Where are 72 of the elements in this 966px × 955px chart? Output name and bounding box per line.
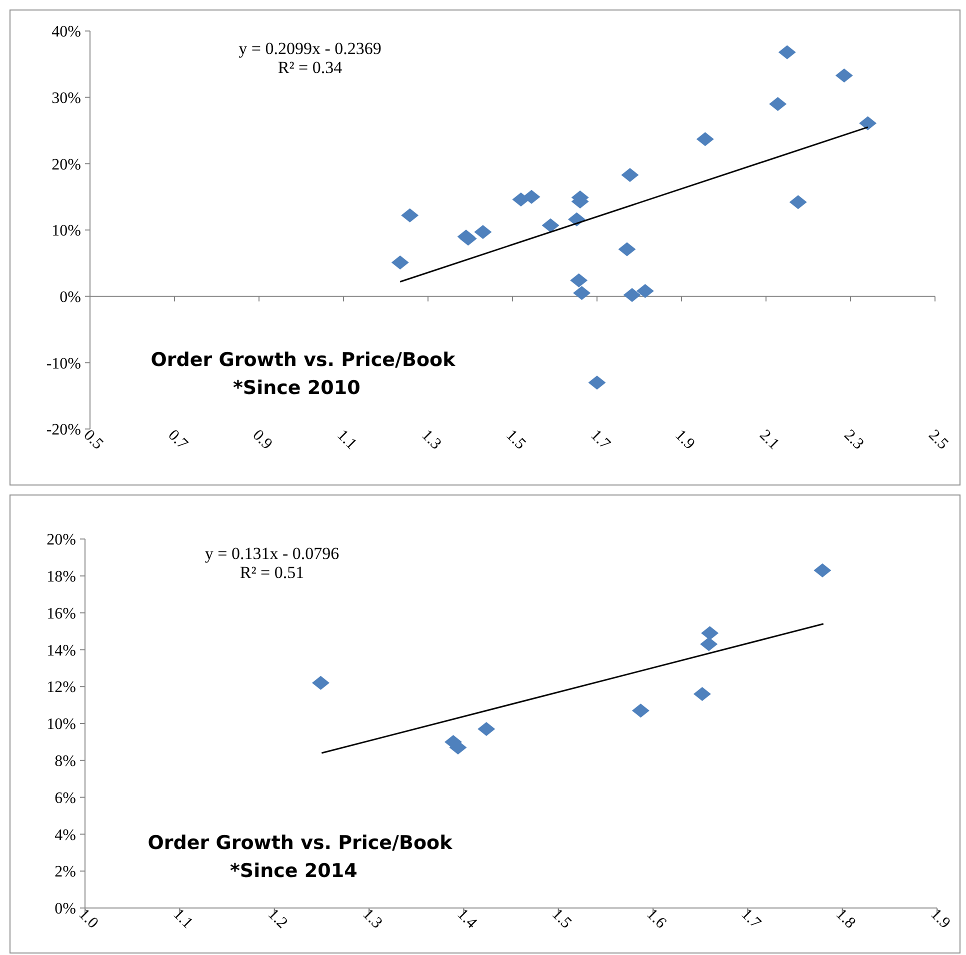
point (522, 190, 540, 204)
text: Order Growth vs. Price/Book (148, 832, 453, 854)
point (701, 626, 719, 640)
y-tick-label: 16% (46, 605, 76, 622)
y-tick-label: 30% (52, 90, 81, 107)
point (573, 286, 591, 300)
x-tick-label: 1.8 (832, 906, 859, 932)
point (778, 45, 796, 60)
y-tick-label: 0% (60, 288, 81, 306)
point (401, 208, 419, 222)
y-tick-label: 14% (46, 642, 76, 660)
x-tick-label: 0.5 (80, 426, 106, 453)
annotation: R² = 0.34 (278, 58, 343, 77)
point (693, 686, 711, 701)
point (618, 242, 636, 256)
x-tick-label: 1.6 (643, 906, 670, 932)
point (588, 376, 606, 390)
x-tick-label: 1.1 (334, 426, 360, 453)
x-tick-label: 2.1 (756, 426, 782, 453)
x-tick-label: 1.3 (359, 906, 386, 932)
x-tick-label: 1.9 (927, 906, 954, 932)
x-tick-label: 1.5 (548, 906, 575, 932)
y-tick-label: 18% (46, 568, 76, 586)
point (700, 637, 718, 652)
y-tick-label: 10% (46, 716, 76, 734)
y-tick-label: 10% (52, 222, 81, 240)
y-tick-label: 40% (52, 24, 81, 41)
x-tick-label: 2.5 (925, 426, 952, 453)
y-tick-label: -10% (46, 355, 81, 372)
x-tick-label: 1.4 (454, 906, 480, 932)
point (542, 218, 560, 232)
point (623, 288, 641, 302)
point (859, 116, 877, 130)
y-tick-label: 8% (54, 753, 76, 770)
y-tick-label: 4% (54, 826, 76, 844)
x-tick-label: 1.3 (418, 426, 444, 453)
point (474, 224, 492, 239)
point (570, 273, 588, 288)
x-tick-label: 1.9 (672, 426, 698, 453)
point (621, 168, 639, 182)
point (391, 256, 409, 270)
x-tick-label: 1.2 (264, 906, 291, 932)
x-tick-label: 1.5 (502, 426, 529, 453)
y-tick-label: 0% (54, 900, 76, 918)
x-tick-label: 1.7 (738, 906, 764, 932)
y-tick-label: -20% (46, 422, 81, 439)
point (478, 722, 496, 736)
annotation: y = 0.2099x - 0.2369 (238, 38, 382, 58)
x-tick-label: 2.3 (840, 426, 867, 453)
annotation: R² = 0.51 (240, 562, 304, 582)
x-tick-label: 1.0 (75, 906, 102, 932)
y-tick-label: 20% (52, 156, 81, 174)
x-tick-label: 1.1 (170, 906, 196, 932)
x-tick-label: 0.7 (164, 426, 191, 453)
point (789, 195, 807, 210)
point (769, 96, 787, 111)
x-tick-label: 1.7 (587, 426, 614, 453)
point (632, 704, 650, 718)
point (835, 68, 853, 82)
text: *Since 2014 (230, 860, 358, 882)
annotation: y = 0.131x - 0.0796 (204, 544, 340, 563)
y-tick-label: 12% (46, 679, 76, 696)
y-tick-label: 2% (54, 864, 76, 881)
point (636, 284, 654, 298)
point (814, 563, 832, 578)
text: *Since 2010 (233, 377, 360, 399)
x-tick-label: 0.9 (249, 426, 276, 453)
y-tick-label: 20% (46, 532, 76, 549)
y-tick-label: 6% (54, 790, 76, 807)
text: Order Growth vs. Price/Book (150, 349, 456, 371)
point (696, 132, 714, 146)
point (312, 676, 330, 690)
